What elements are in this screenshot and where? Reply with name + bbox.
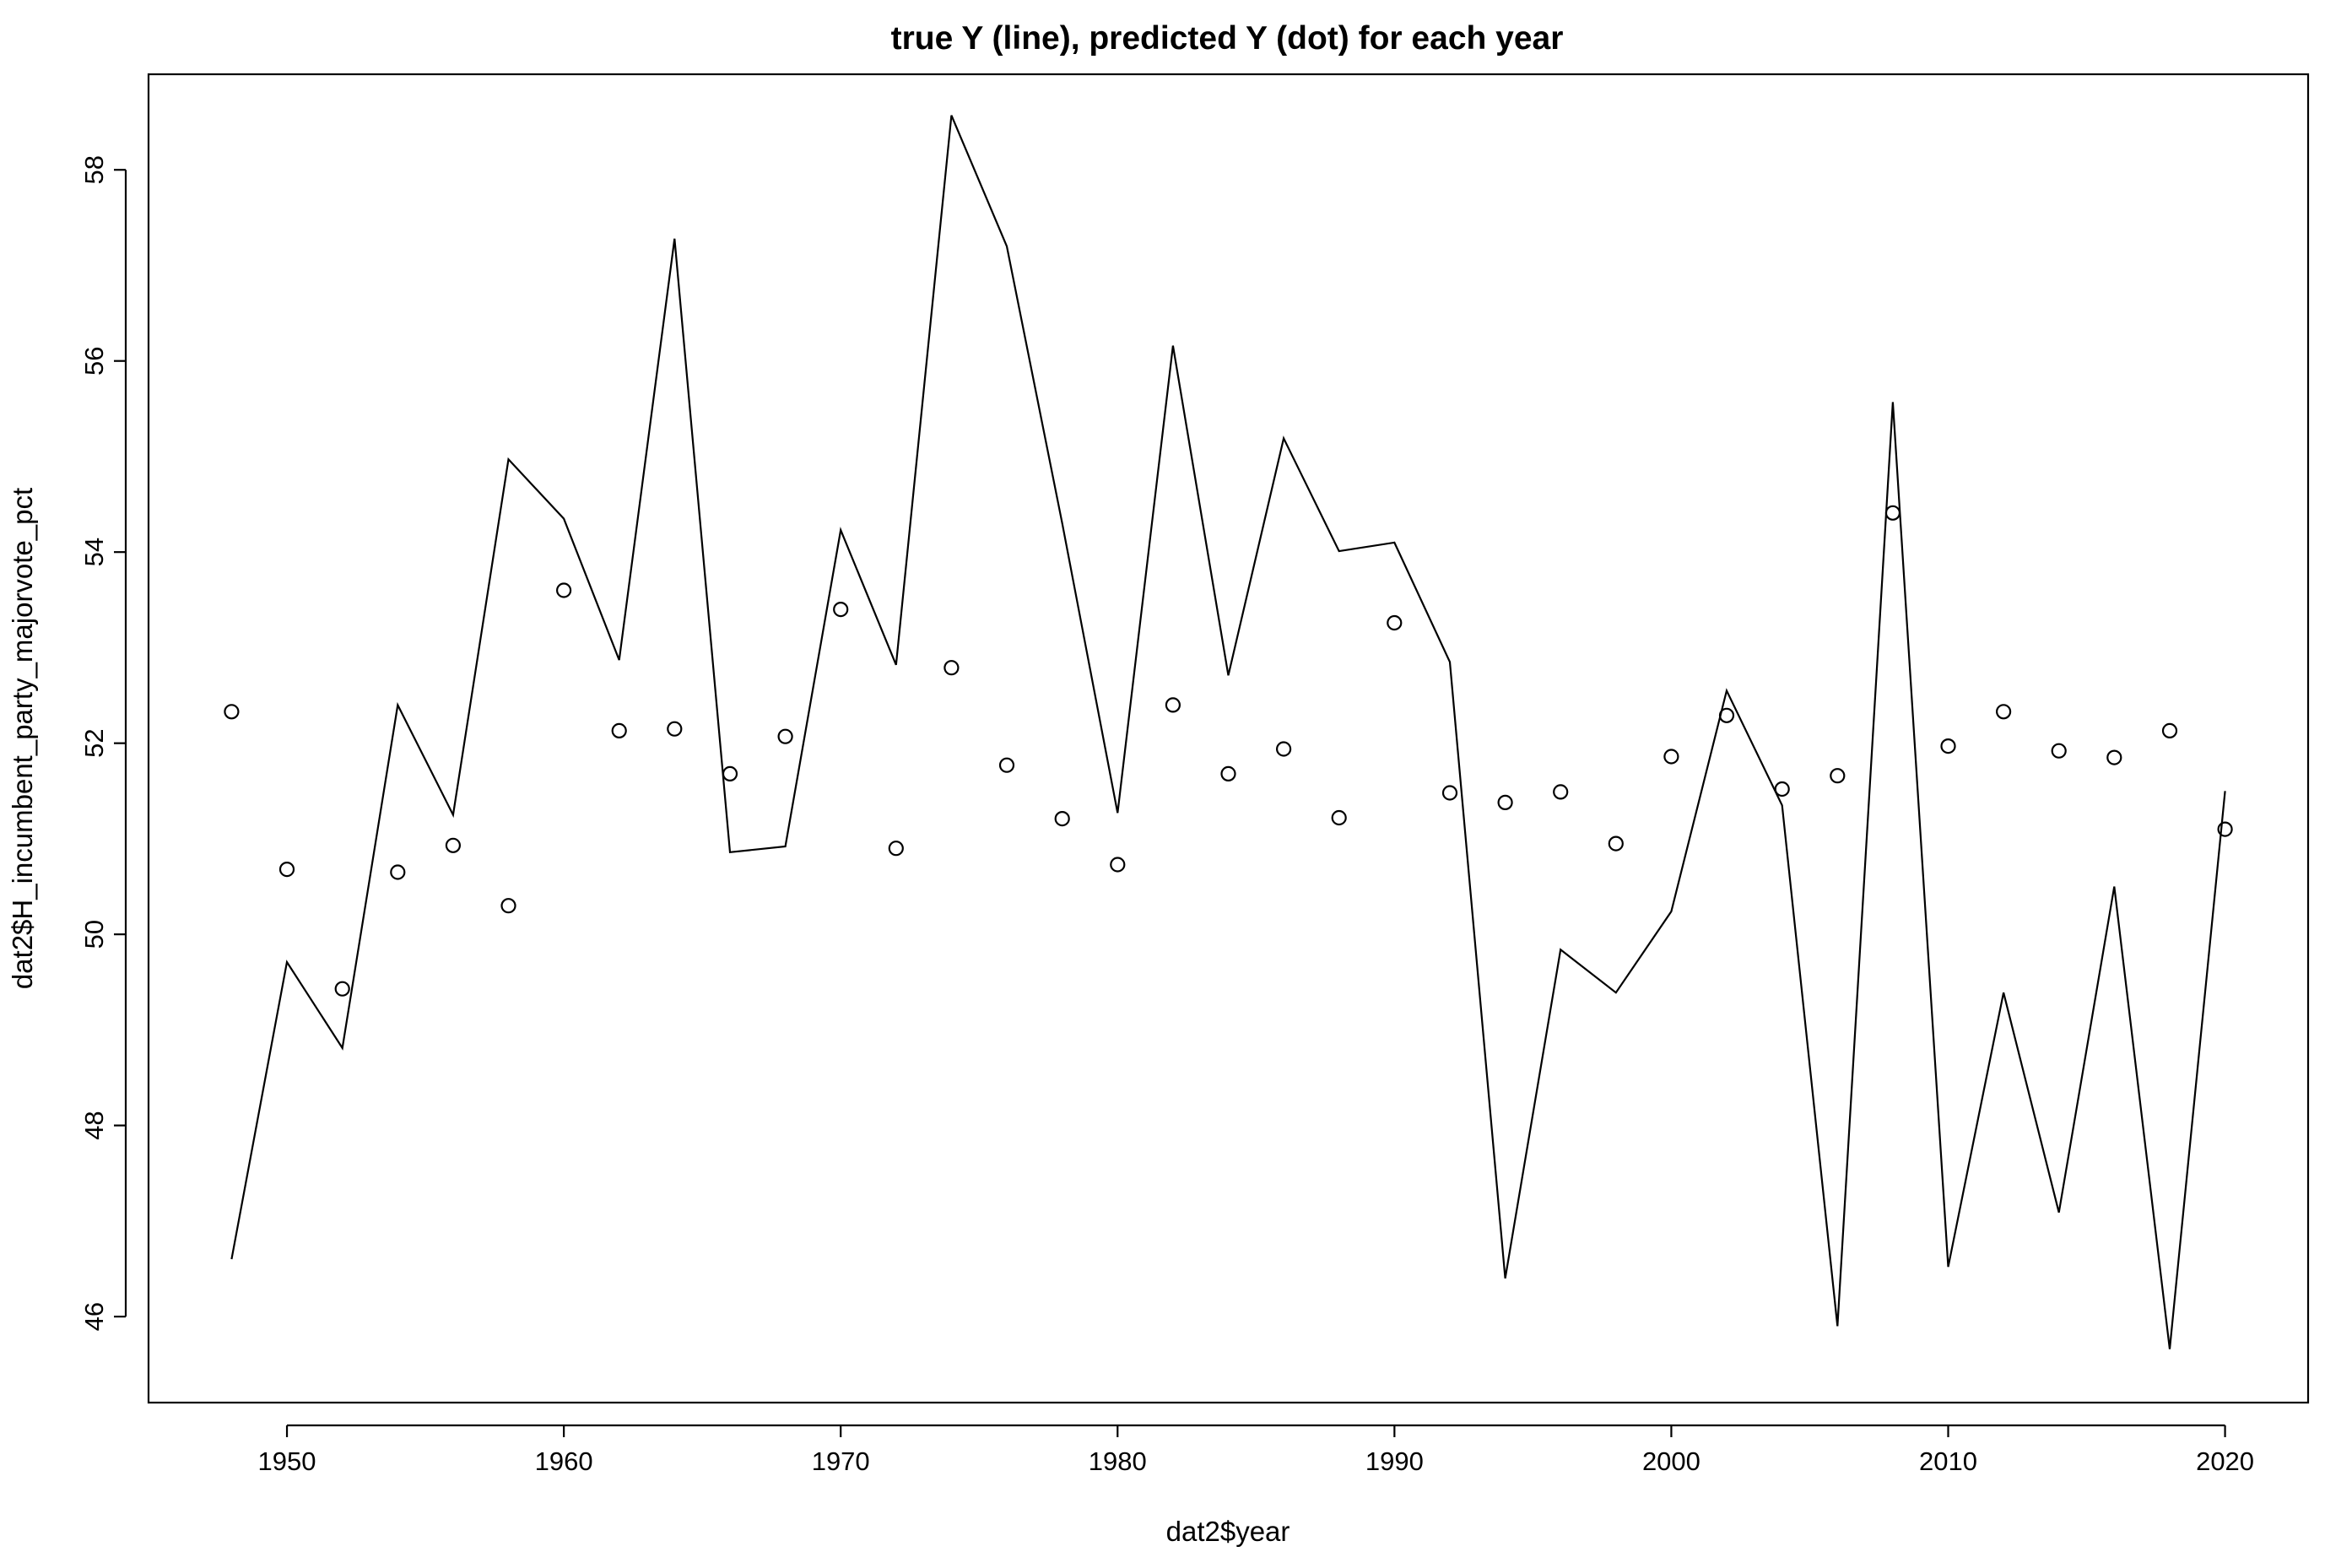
y-tick-label: 58 — [79, 155, 109, 184]
predicted-point — [1553, 784, 1569, 800]
y-tick-label: 48 — [79, 1111, 109, 1139]
predicted-point — [1275, 741, 1292, 757]
predicted-point — [2051, 743, 2067, 759]
predicted-point — [722, 765, 738, 782]
x-tick-label: 1990 — [1365, 1446, 1424, 1476]
y-tick-label: 52 — [79, 728, 109, 757]
predicted-point — [1608, 835, 1624, 852]
y-tick-label: 50 — [79, 920, 109, 949]
predicted-point — [334, 981, 350, 997]
true-y-series — [230, 115, 2226, 1349]
predicted-point — [278, 861, 295, 878]
chart-title: true Y (line), predicted Y (dot) for eac… — [891, 20, 1564, 57]
predicted-point — [500, 898, 516, 914]
predicted-point — [2106, 749, 2122, 765]
predicted-point — [998, 757, 1015, 773]
predicted-point — [2217, 821, 2233, 837]
predicted-point — [1387, 614, 1403, 631]
predicted-point — [777, 728, 793, 744]
x-axis: 1950 1960 1970 1980 1990 2000 2010 2020 — [258, 1424, 2254, 1476]
predicted-point — [390, 864, 406, 880]
predicted-point — [1054, 810, 1070, 827]
predicted-point — [611, 722, 627, 739]
predicted-point — [1830, 768, 1846, 784]
predicted-point — [1940, 738, 1956, 754]
predicted-point — [1441, 785, 1458, 801]
predicted-point — [833, 601, 849, 618]
predicted-point — [1884, 505, 1901, 521]
x-tick-label: 2000 — [1642, 1446, 1700, 1476]
x-tick-label: 1980 — [1089, 1446, 1147, 1476]
predicted-point — [1110, 857, 1126, 873]
predicted-point — [1996, 704, 2012, 720]
predicted-point — [1331, 809, 1347, 826]
x-tick-label: 1960 — [535, 1446, 593, 1476]
predicted-point — [888, 841, 904, 857]
predicted-point — [555, 582, 572, 598]
y-tick-label: 56 — [79, 346, 109, 375]
predicted-point — [1165, 697, 1181, 713]
predicted-point — [224, 704, 240, 720]
predicted-point — [2161, 722, 2178, 739]
true-y-line — [230, 115, 2226, 1349]
predicted-y-series — [224, 505, 2233, 997]
x-tick-label: 1950 — [258, 1446, 316, 1476]
x-tick-label: 1970 — [812, 1446, 870, 1476]
y-tick-label: 46 — [79, 1302, 109, 1331]
plot-frame — [147, 73, 2310, 1404]
predicted-point — [1220, 765, 1236, 782]
y-axis-label: dat2$H_incumbent_party_majorvote_pct — [7, 488, 38, 989]
x-axis-label: dat2$year — [1166, 1516, 1290, 1547]
predicted-point — [667, 721, 683, 737]
predicted-point — [1718, 707, 1735, 723]
predicted-point — [445, 837, 462, 853]
predicted-point — [1774, 781, 1790, 798]
x-tick-label: 2020 — [2196, 1446, 2254, 1476]
y-tick-label: 54 — [79, 538, 109, 566]
predicted-point — [1497, 794, 1513, 811]
predicted-point — [1663, 749, 1679, 765]
x-tick-label: 2010 — [1919, 1446, 1977, 1476]
predicted-point — [944, 660, 960, 676]
y-axis: 46 48 50 52 54 56 58 — [79, 155, 127, 1331]
